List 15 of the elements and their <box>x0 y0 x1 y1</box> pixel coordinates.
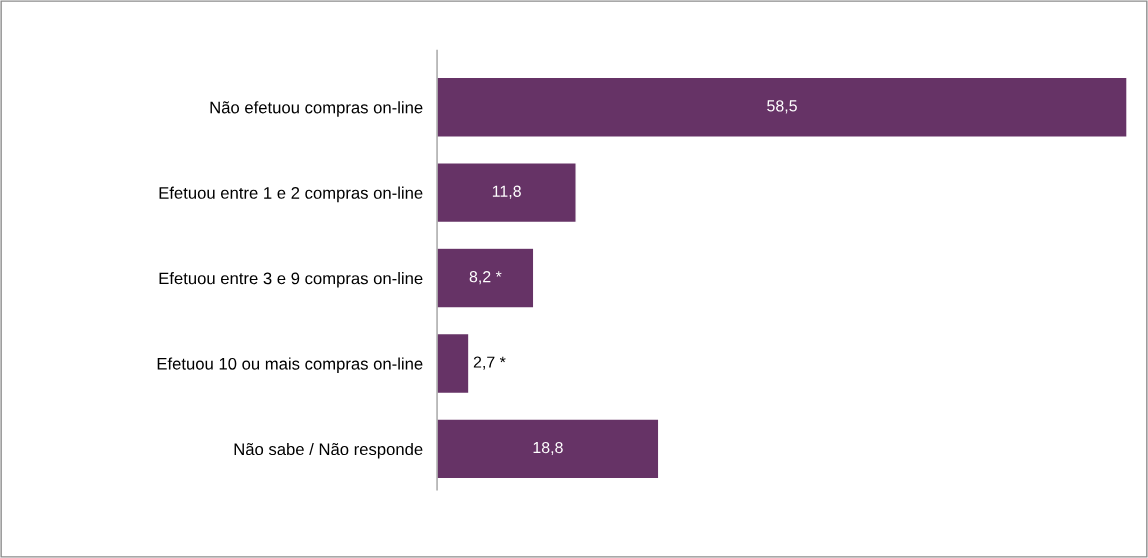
bar <box>437 418 660 480</box>
data-label: 8,2 * <box>469 271 502 285</box>
bar <box>437 162 577 224</box>
bar <box>437 332 470 395</box>
y-tick-label: Não sabe / Não responde <box>234 442 423 459</box>
bar <box>437 76 1127 138</box>
y-tick-label: Efetuou 10 ou mais compras on-line <box>157 357 423 373</box>
y-tick-label: Efetuou entre 1 e 2 compras on-line <box>159 186 423 203</box>
bar <box>437 247 535 309</box>
data-label: 18,8 <box>533 441 563 456</box>
data-label: 58,5 <box>767 100 797 114</box>
y-tick-label: Efetuou entre 3 e 9 compras on-line <box>159 272 423 288</box>
y-tick-label: Não efetuou compras on-line <box>210 101 423 117</box>
data-label: 11,8 <box>492 185 521 199</box>
data-label: 2,7 * <box>473 356 506 370</box>
